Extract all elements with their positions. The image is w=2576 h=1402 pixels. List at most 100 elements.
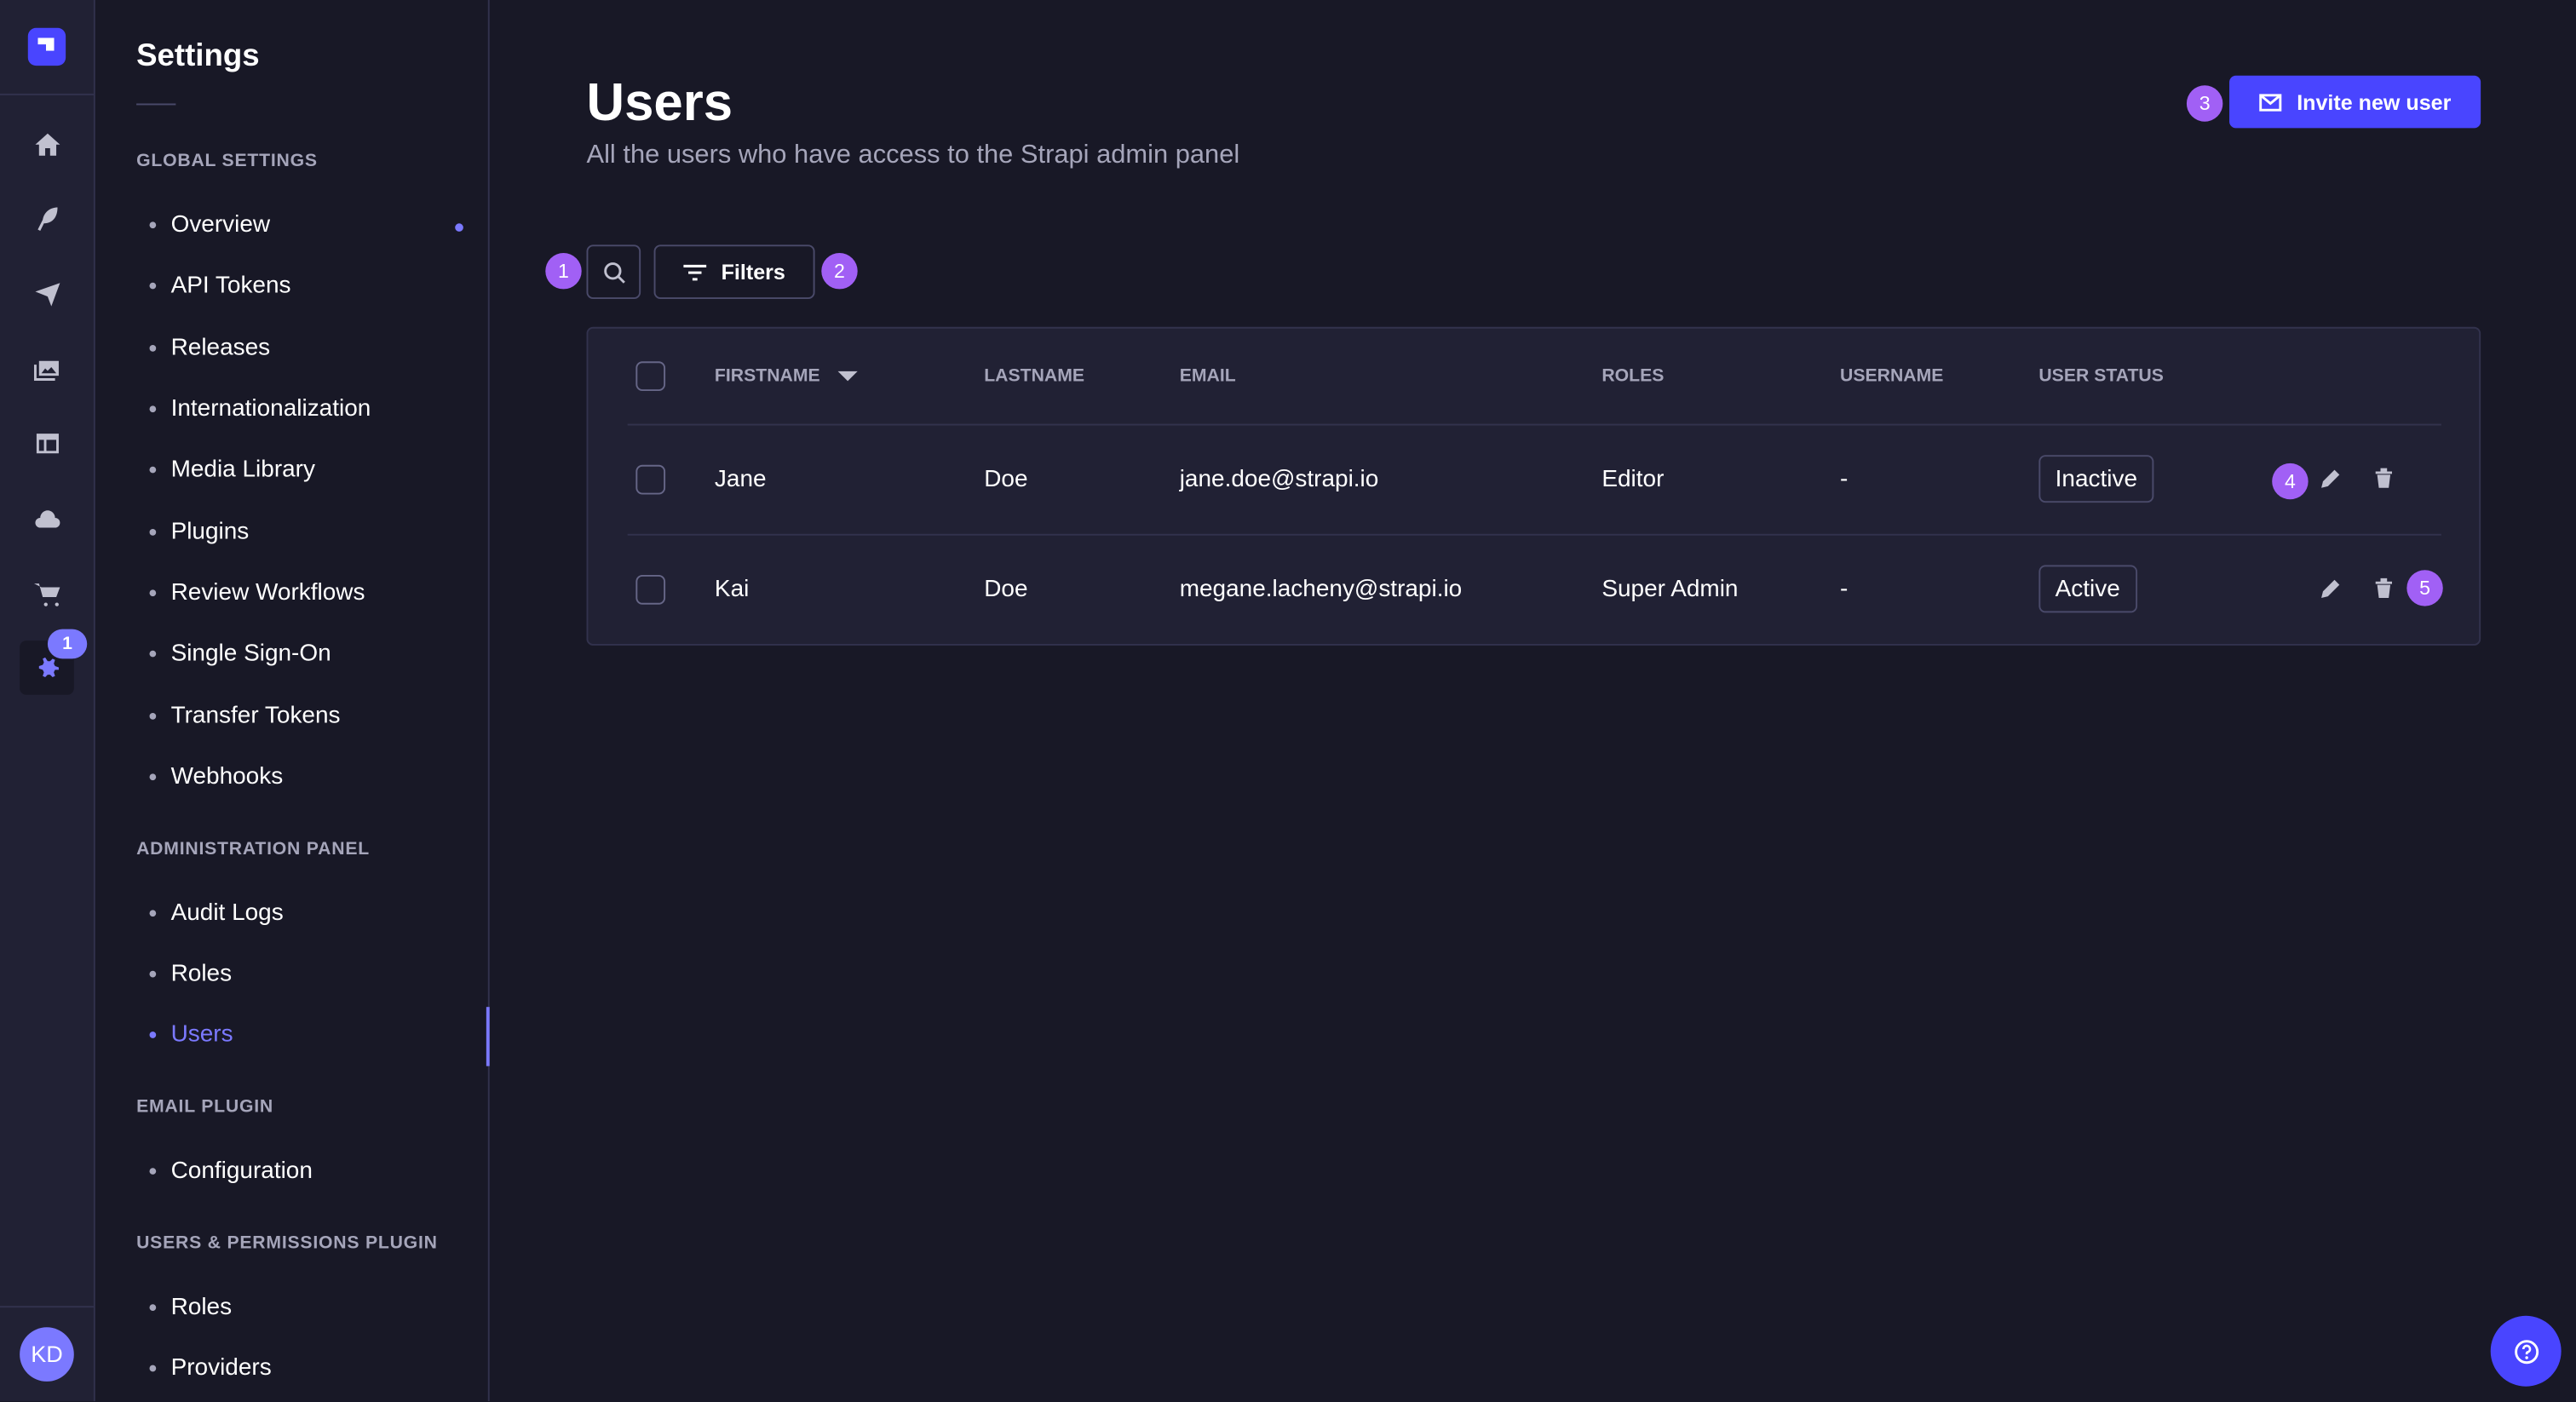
cell-username: - — [1839, 466, 1849, 493]
section-administration-panel: ADMINISTRATION PANEL — [136, 839, 370, 859]
marketplace-cart-icon[interactable] — [20, 566, 74, 621]
invite-new-user-button[interactable]: Invite new user — [2229, 75, 2481, 129]
users-table: FIRSTNAME LASTNAME EMAIL ROLES USERNAME … — [586, 326, 2481, 646]
subnav-item-transfer-tokens[interactable]: Transfer Tokens — [149, 703, 341, 730]
item-label: Releases — [170, 335, 271, 362]
item-label: Overview — [170, 211, 271, 238]
header-firstname[interactable]: FIRSTNAME — [714, 366, 859, 387]
subnav-item-overview[interactable]: Overview — [149, 212, 270, 238]
new-indicator-dot — [455, 223, 463, 232]
cell-email: megane.lacheny@strapi.io — [1179, 576, 1463, 603]
subnav-item-roles[interactable]: Roles — [149, 961, 232, 987]
item-label: Single Sign-On — [170, 641, 331, 667]
help-button[interactable] — [2490, 1315, 2562, 1387]
divider — [627, 423, 2441, 426]
header-email[interactable]: EMAIL — [1179, 366, 1236, 387]
item-label: Roles — [170, 961, 233, 988]
item-label: Webhooks — [170, 763, 284, 790]
status-badge: Active — [2038, 565, 2137, 613]
subnav-item-webhooks[interactable]: Webhooks — [149, 764, 283, 790]
invite-label: Invite new user — [2297, 89, 2452, 115]
item-label: API Tokens — [170, 273, 291, 299]
delete-trash-icon[interactable] — [2372, 577, 2395, 600]
edit-pencil-icon[interactable] — [2318, 578, 2341, 601]
step-marker: 1 — [545, 252, 582, 290]
step-marker: 3 — [2186, 85, 2223, 122]
subnav-item-sso[interactable]: Single Sign-On — [149, 641, 331, 667]
step-marker: 2 — [821, 252, 858, 290]
header-user-status: USER STATUS — [2038, 366, 2164, 387]
question-circle-icon — [2514, 1339, 2539, 1364]
cell-firstname: Kai — [714, 576, 750, 603]
step-marker: 5 — [2406, 570, 2443, 606]
media-library-icon[interactable] — [20, 342, 74, 396]
header-roles: ROLES — [1601, 366, 1665, 387]
row-checkbox[interactable] — [635, 574, 666, 605]
item-label: Audit Logs — [170, 899, 284, 927]
header-username[interactable]: USERNAME — [1839, 366, 1944, 387]
section-users-permissions-plugin: USERS & PERMISSIONS PLUGIN — [136, 1233, 438, 1254]
releases-paper-plane-icon[interactable] — [20, 266, 74, 320]
subnav-item-providers[interactable]: Providers — [149, 1355, 272, 1382]
active-indicator — [486, 1007, 490, 1066]
divider — [627, 533, 2441, 536]
content-manager-feather-icon[interactable] — [20, 191, 74, 245]
subnav-item-up-roles[interactable]: Roles — [149, 1295, 232, 1321]
section-email-plugin: EMAIL PLUGIN — [136, 1097, 273, 1118]
item-label: Media Library — [170, 457, 315, 483]
cell-lastname: Doe — [984, 466, 1028, 493]
notification-badge: 1 — [47, 629, 88, 659]
item-label: Transfer Tokens — [170, 703, 341, 730]
page-title: Users — [586, 72, 733, 132]
subnav-item-releases[interactable]: Releases — [149, 335, 270, 361]
cell-username: - — [1839, 576, 1849, 603]
subnav-item-internationalization[interactable]: Internationalization — [149, 396, 371, 422]
row-checkbox[interactable] — [635, 464, 666, 495]
subnav-item-media-library[interactable]: Media Library — [149, 457, 315, 483]
header-lastname[interactable]: LASTNAME — [984, 366, 1085, 387]
filter-icon — [683, 263, 707, 280]
main-nav: 1 KD — [0, 0, 95, 1402]
item-label: Internationalization — [170, 395, 371, 422]
divider — [136, 103, 176, 106]
settings-subnav: Settings GLOBAL SETTINGS Overview API To… — [95, 0, 490, 1402]
item-label: Review Workflows — [170, 579, 365, 606]
cell-roles: Editor — [1601, 466, 1665, 493]
item-label: Plugins — [170, 519, 250, 546]
content-type-builder-layout-icon[interactable] — [20, 416, 74, 470]
cloud-icon[interactable] — [20, 491, 74, 546]
item-label: Providers — [170, 1355, 272, 1382]
subnav-item-review-workflows[interactable]: Review Workflows — [149, 580, 365, 606]
delete-trash-icon[interactable] — [2372, 467, 2395, 490]
filters-button[interactable]: Filters — [653, 244, 815, 299]
search-button[interactable] — [586, 244, 641, 299]
cell-lastname: Doe — [984, 576, 1028, 603]
subnav-item-api-tokens[interactable]: API Tokens — [149, 273, 291, 299]
header-label: FIRSTNAME — [714, 366, 820, 387]
subnav-item-users[interactable]: Users — [149, 1021, 233, 1049]
strapi-logo[interactable] — [27, 27, 66, 66]
home-icon[interactable] — [20, 117, 74, 171]
sort-caret-down-icon — [838, 371, 859, 382]
edit-pencil-icon[interactable] — [2318, 468, 2341, 491]
subnav-item-configuration[interactable]: Configuration — [149, 1158, 313, 1185]
step-marker: 4 — [2272, 463, 2309, 500]
item-label: Configuration — [170, 1158, 313, 1185]
envelope-icon — [2259, 93, 2282, 111]
cell-roles: Super Admin — [1601, 576, 1739, 603]
cell-firstname: Jane — [714, 466, 767, 493]
section-global-settings: GLOBAL SETTINGS — [136, 151, 318, 171]
cell-email: jane.doe@strapi.io — [1179, 466, 1379, 493]
subnav-item-audit-logs[interactable]: Audit Logs — [149, 899, 284, 927]
search-icon — [603, 261, 624, 283]
item-label: Roles — [170, 1294, 233, 1321]
page-subtitle: All the users who have access to the Str… — [586, 141, 1240, 170]
subnav-item-plugins[interactable]: Plugins — [149, 519, 249, 545]
user-avatar[interactable]: KD — [20, 1327, 74, 1382]
settings-title: Settings — [136, 39, 260, 74]
filters-label: Filters — [721, 259, 785, 284]
select-all-checkbox[interactable] — [635, 361, 666, 391]
item-label: Users — [170, 1021, 233, 1049]
status-badge: Inactive — [2038, 455, 2154, 503]
divider — [0, 1306, 94, 1308]
